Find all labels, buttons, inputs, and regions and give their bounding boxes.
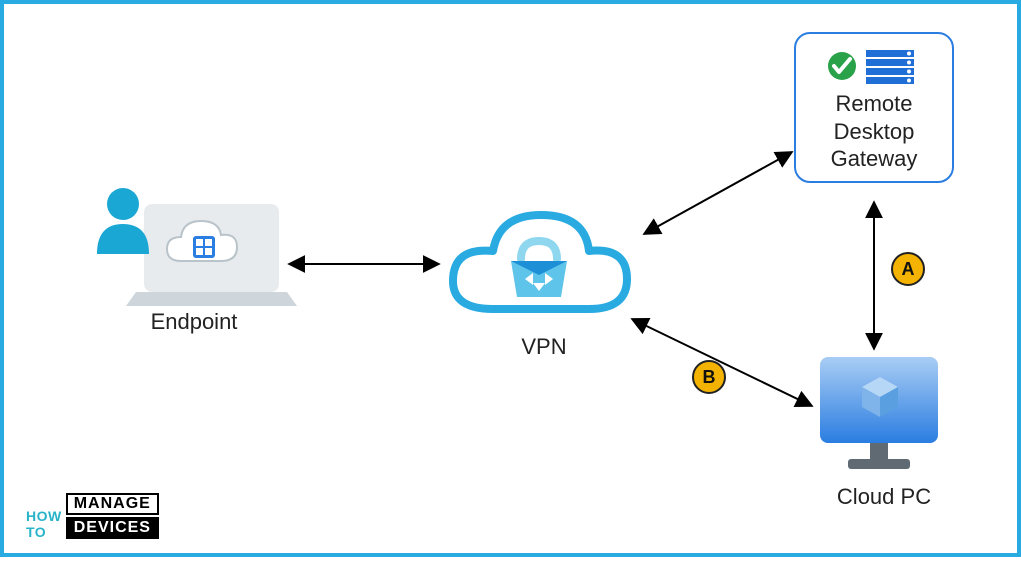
cloudpc-icon: [812, 349, 952, 489]
vpn-label: VPN: [514, 334, 574, 360]
rdg-icons: [824, 46, 924, 86]
watermark-devices: DEVICES: [66, 517, 159, 539]
cloudpc-label: Cloud PC: [824, 484, 944, 510]
badge-b: B: [692, 360, 726, 394]
badge-a: A: [891, 252, 925, 286]
edge-vpn-cloudpc: [632, 319, 812, 406]
endpoint-icon: [89, 174, 289, 324]
watermark-manage: MANAGE: [66, 493, 159, 515]
watermark: HOW TO MANAGE DEVICES: [26, 493, 159, 539]
watermark-how: HOW: [26, 509, 62, 523]
watermark-to: TO: [26, 525, 62, 539]
edge-vpn-rdg: [644, 152, 792, 234]
endpoint-label: Endpoint: [134, 309, 254, 335]
vpn-icon: [439, 199, 639, 349]
rdg-label: Remote Desktop Gateway: [806, 90, 942, 173]
diagram-frame: Endpoint VPN Remote D: [0, 0, 1021, 557]
rdg-box: Remote Desktop Gateway: [794, 32, 954, 183]
